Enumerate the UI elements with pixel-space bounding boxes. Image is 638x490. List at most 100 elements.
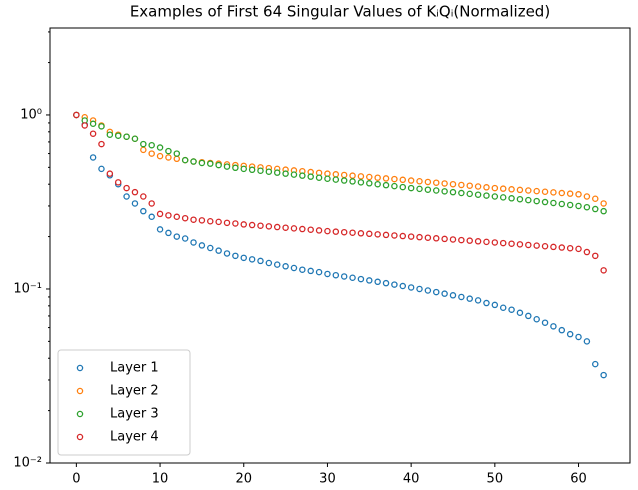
point bbox=[432, 187, 440, 194]
point bbox=[491, 239, 499, 246]
point bbox=[441, 290, 448, 297]
point bbox=[332, 176, 340, 183]
point bbox=[424, 287, 432, 294]
point bbox=[324, 175, 331, 182]
point bbox=[508, 306, 515, 313]
point bbox=[491, 301, 499, 309]
point bbox=[248, 221, 256, 229]
point bbox=[399, 176, 407, 184]
point bbox=[458, 181, 465, 189]
point bbox=[533, 197, 540, 205]
point bbox=[458, 189, 465, 197]
point bbox=[315, 227, 323, 234]
point bbox=[558, 326, 566, 334]
point bbox=[592, 195, 599, 202]
point bbox=[575, 333, 582, 341]
point bbox=[324, 270, 331, 278]
point bbox=[432, 288, 440, 296]
point bbox=[391, 281, 398, 288]
point bbox=[307, 267, 314, 275]
point bbox=[550, 189, 557, 196]
point bbox=[106, 170, 114, 177]
point bbox=[558, 200, 566, 208]
x-tick-label: 20 bbox=[235, 472, 252, 487]
x-tick-label: 50 bbox=[487, 472, 504, 487]
point bbox=[349, 229, 356, 236]
point bbox=[382, 279, 390, 287]
point bbox=[181, 235, 189, 242]
x-tick-label: 40 bbox=[403, 472, 420, 487]
point bbox=[299, 225, 306, 233]
point bbox=[340, 228, 348, 236]
point bbox=[332, 271, 340, 279]
point bbox=[424, 234, 432, 241]
point bbox=[307, 226, 314, 233]
point bbox=[583, 338, 591, 345]
point bbox=[357, 275, 365, 283]
point bbox=[123, 133, 130, 140]
point bbox=[583, 248, 591, 256]
point bbox=[600, 200, 607, 207]
y-tick-label: 10⁻¹ bbox=[13, 281, 42, 296]
point bbox=[407, 184, 415, 192]
point bbox=[173, 213, 181, 221]
point bbox=[315, 268, 323, 276]
point bbox=[173, 233, 181, 240]
point bbox=[223, 250, 231, 257]
point bbox=[98, 140, 105, 148]
point bbox=[265, 168, 273, 175]
point bbox=[232, 220, 239, 227]
point bbox=[516, 186, 524, 194]
point bbox=[474, 191, 482, 198]
point bbox=[550, 323, 557, 330]
point bbox=[265, 223, 273, 230]
point bbox=[508, 195, 515, 202]
point bbox=[491, 184, 499, 192]
point bbox=[391, 232, 398, 239]
point bbox=[114, 179, 122, 186]
point bbox=[165, 154, 172, 161]
point bbox=[173, 150, 181, 157]
plot-frame bbox=[49, 27, 631, 464]
point bbox=[525, 312, 532, 320]
point bbox=[165, 147, 172, 155]
point bbox=[558, 244, 566, 251]
point bbox=[106, 131, 114, 138]
point bbox=[550, 243, 557, 251]
point bbox=[290, 225, 298, 232]
point bbox=[207, 244, 214, 252]
point bbox=[600, 371, 607, 379]
point bbox=[240, 221, 248, 228]
point bbox=[441, 188, 448, 195]
x-tick-label: 30 bbox=[319, 472, 336, 487]
point bbox=[541, 319, 549, 326]
point bbox=[566, 190, 574, 197]
point bbox=[449, 180, 457, 188]
point bbox=[366, 173, 373, 181]
point bbox=[315, 174, 323, 181]
point bbox=[374, 231, 381, 238]
point bbox=[98, 123, 105, 130]
point bbox=[516, 309, 524, 317]
point bbox=[391, 175, 398, 183]
point bbox=[466, 237, 473, 244]
point bbox=[299, 266, 306, 273]
point bbox=[156, 152, 164, 160]
point bbox=[223, 163, 231, 170]
point bbox=[215, 218, 222, 226]
point bbox=[123, 184, 130, 192]
point bbox=[366, 277, 373, 284]
point bbox=[516, 241, 524, 248]
y-tick-label: 10⁰ bbox=[20, 107, 42, 122]
point bbox=[148, 141, 155, 149]
point bbox=[449, 188, 457, 196]
point bbox=[458, 236, 465, 244]
point bbox=[600, 267, 607, 274]
point bbox=[273, 223, 281, 231]
point bbox=[374, 180, 381, 188]
point bbox=[215, 247, 222, 254]
point bbox=[265, 259, 273, 267]
point bbox=[458, 293, 465, 301]
point bbox=[516, 195, 524, 203]
point bbox=[399, 183, 407, 191]
